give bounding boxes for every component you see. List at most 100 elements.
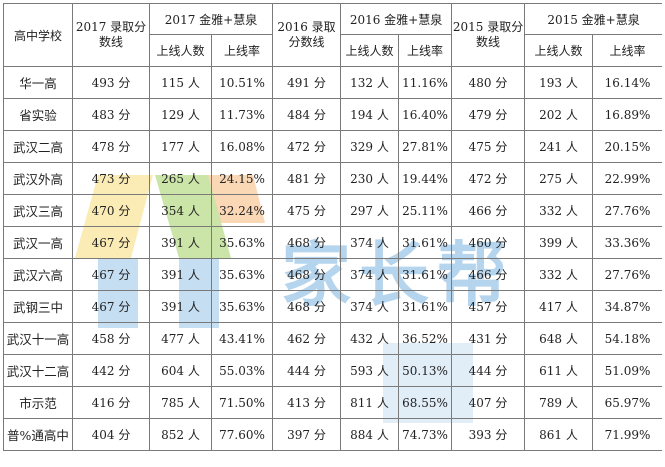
header-count-2017: 上线人数: [149, 34, 212, 67]
header-rate-2015: 上线率: [592, 34, 662, 67]
school-name: 武汉三高: [3, 194, 73, 227]
school-name: 市示范: [3, 386, 73, 419]
table-cell: 71.50%: [210, 386, 274, 419]
table-row: 华一高 493 分 115 人 10.51% 491 分 132 人 11.16…: [3, 66, 662, 99]
table-cell: 491 分: [272, 66, 342, 99]
table-cell: 329 人: [340, 130, 400, 163]
table-cell: 22.99%: [592, 162, 662, 195]
table-cell: 416 分: [72, 386, 150, 419]
table-cell: 391 人: [149, 258, 212, 291]
table-row: 武汉二高 478 分 177 人 16.08% 472 分 329 人 27.8…: [3, 130, 662, 163]
table-cell: 374 人: [340, 258, 400, 291]
table-cell: 31.61%: [398, 290, 453, 323]
table-cell: 462 分: [272, 322, 342, 355]
table-cell: 374 人: [340, 290, 400, 323]
table-cell: 374 人: [340, 226, 400, 259]
table-cell: 478 分: [72, 130, 150, 163]
table-cell: 648 人: [524, 322, 594, 355]
header-count-2015: 上线人数: [524, 34, 594, 67]
table-cell: 468 分: [272, 258, 342, 291]
table-cell: 480 分: [451, 66, 526, 99]
table-cell: 332 人: [524, 194, 594, 227]
table-cell: 466 分: [451, 258, 526, 291]
table-cell: 442 分: [72, 354, 150, 387]
table-cell: 475 分: [451, 130, 526, 163]
table-row: 武汉三高 470 分 354 人 32.24% 475 分 297 人 25.1…: [3, 194, 662, 227]
header-jinya-2016: 2016 金雅+慧泉: [340, 3, 453, 35]
table-cell: 115 人: [149, 66, 212, 99]
table-cell: 50.13%: [398, 354, 453, 387]
school-name: 武汉二高: [3, 130, 73, 163]
header-row-1: 高中学校 2017 录取分数线 2017 金雅+慧泉 2016 录取分数线 20…: [3, 3, 662, 67]
table-cell: 16.08%: [210, 130, 274, 163]
table-cell: 472 分: [451, 162, 526, 195]
table-cell: 24.15%: [210, 162, 274, 195]
table-cell: 407 分: [451, 386, 526, 419]
table-cell: 65.97%: [592, 386, 662, 419]
table-cell: 332 人: [524, 258, 594, 291]
table-cell: 467 分: [72, 258, 150, 291]
table-cell: 470 分: [72, 194, 150, 227]
table-cell: 10.51%: [210, 66, 274, 99]
table-cell: 413 分: [272, 386, 342, 419]
header-school: 高中学校: [3, 3, 73, 67]
table-cell: 593 人: [340, 354, 400, 387]
table-cell: 479 分: [451, 98, 526, 131]
table-cell: 404 分: [72, 418, 150, 451]
table-cell: 475 分: [272, 194, 342, 227]
table-cell: 789 人: [524, 386, 594, 419]
header-score-2016: 2016 录取分数线: [272, 3, 342, 67]
table-cell: 54.18%: [592, 322, 662, 355]
table-row: 省实验 483 分 129 人 11.73% 484 分 194 人 16.40…: [3, 98, 662, 131]
table-cell: 466 分: [451, 194, 526, 227]
table-cell: 604 人: [149, 354, 212, 387]
table-cell: 34.87%: [592, 290, 662, 323]
table-cell: 33.36%: [592, 226, 662, 259]
table-cell: 27.81%: [398, 130, 453, 163]
table-cell: 460 分: [451, 226, 526, 259]
table-cell: 25.11%: [398, 194, 453, 227]
table-row: 市示范 416 分 785 人 71.50% 413 分 811 人 68.55…: [3, 386, 662, 419]
table-cell: 472 分: [272, 130, 342, 163]
table-cell: 483 分: [72, 98, 150, 131]
table-row: 武钢三中 467 分 391 人 35.63% 468 分 374 人 31.6…: [3, 290, 662, 323]
table-cell: 31.61%: [398, 226, 453, 259]
table-cell: 467 分: [72, 226, 150, 259]
table-cell: 16.14%: [592, 66, 662, 99]
table-cell: 444 分: [272, 354, 342, 387]
table-cell: 458 分: [72, 322, 150, 355]
table-cell: 16.89%: [592, 98, 662, 131]
header-jinya-2015: 2015 金雅+慧泉: [524, 3, 662, 35]
table-cell: 417 人: [524, 290, 594, 323]
table-row: 武汉一高 467 分 391 人 35.63% 468 分 374 人 31.6…: [3, 226, 662, 259]
school-name: 武钢三中: [3, 290, 73, 323]
table-cell: 884 人: [340, 418, 400, 451]
table-row: 武汉六高 467 分 391 人 35.63% 468 分 374 人 31.6…: [3, 258, 662, 291]
table-cell: 297 人: [340, 194, 400, 227]
table-cell: 481 分: [272, 162, 342, 195]
header-rate-2016: 上线率: [398, 34, 453, 67]
table-cell: 275 人: [524, 162, 594, 195]
header-jinya-2017: 2017 金雅+慧泉: [148, 3, 274, 35]
table-cell: 230 人: [340, 162, 400, 195]
table-cell: 35.63%: [210, 258, 274, 291]
table-cell: 19.44%: [398, 162, 453, 195]
table-container: 家长帮 高中学校 2017 录取分数线 2017 金雅+慧泉 2016 录取分数…: [3, 3, 662, 464]
table-cell: 202 人: [524, 98, 594, 131]
table-cell: 393 分: [451, 418, 526, 451]
school-name: 武汉外高: [3, 162, 73, 195]
header-row-2: 上线人数 上线率 上线人数 上线率 上线人数 上线率: [4, 34, 662, 67]
table-cell: 31.61%: [398, 258, 453, 291]
header-score-2015: 2015 录取分数线: [451, 3, 526, 67]
table-cell: 77.60%: [210, 418, 274, 451]
table-cell: 35.63%: [210, 290, 274, 323]
table-cell: 391 人: [149, 290, 212, 323]
table-cell: 177 人: [149, 130, 212, 163]
table-cell: 431 分: [451, 322, 526, 355]
table-cell: 811 人: [340, 386, 400, 419]
school-name: 武汉一高: [3, 226, 73, 259]
table-cell: 468 分: [272, 290, 342, 323]
table-row: 武汉十一高 458 分 477 人 43.41% 462 分 432 人 36.…: [3, 322, 662, 355]
table-cell: 36.52%: [398, 322, 453, 355]
table-cell: 473 分: [72, 162, 150, 195]
